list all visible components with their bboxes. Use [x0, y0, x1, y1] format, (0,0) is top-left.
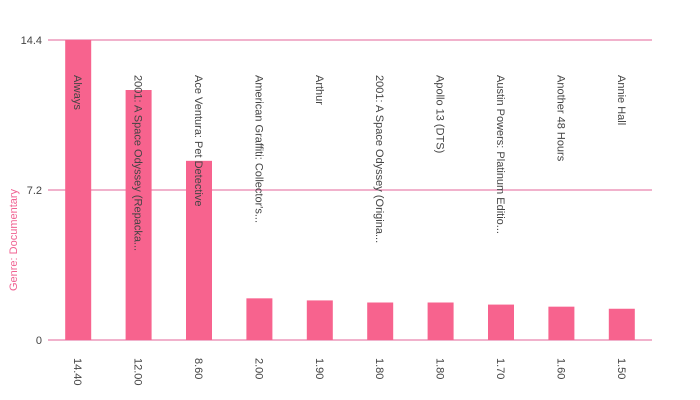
- value-label: 8.60: [192, 358, 204, 379]
- label-layer: 0 7.2 14.4 Always 14.40 2001: A Space Odyssey…: [21, 35, 627, 386]
- bar[interactable]: [488, 304, 514, 340]
- bar[interactable]: [427, 302, 454, 341]
- value-label: 1.90: [313, 358, 325, 379]
- value-label: 1.70: [494, 358, 506, 379]
- category-label: Apollo 13 (DTS): [434, 75, 446, 153]
- value-label: 14.40: [71, 358, 83, 386]
- bar-layer: [65, 40, 635, 340]
- bar[interactable]: [246, 298, 273, 340]
- bar[interactable]: [548, 306, 575, 340]
- bar[interactable]: [125, 90, 152, 340]
- bar[interactable]: [65, 40, 92, 340]
- value-label: 12.00: [132, 358, 144, 386]
- category-label: Always: [71, 75, 83, 110]
- category-label: American Graffiti: Collector's...: [252, 75, 264, 223]
- y-axis-label: Genre: Documentary: [8, 188, 20, 291]
- category-label: Arthur: [313, 75, 325, 105]
- bar[interactable]: [367, 302, 394, 341]
- category-label: 2001: A Space Odyssey (Origina...: [373, 75, 385, 243]
- value-label: 1.80: [373, 358, 385, 379]
- category-label: Another 48 Hours: [554, 75, 566, 162]
- category-label: 2001: A Space Odyssey (Repacka...: [132, 75, 144, 251]
- value-label: 1.80: [434, 358, 446, 379]
- y-tick-label: 0: [36, 335, 42, 347]
- bar[interactable]: [186, 160, 212, 340]
- category-label: Austin Powers: Platinum Editio...: [494, 75, 506, 234]
- bar[interactable]: [608, 308, 635, 340]
- bar[interactable]: [306, 300, 333, 340]
- value-label: 1.50: [615, 358, 627, 379]
- y-tick-label: 14.4: [21, 35, 42, 47]
- y-tick-label: 7.2: [27, 185, 42, 197]
- value-label: 1.60: [554, 358, 566, 379]
- category-label: Annie Hall: [615, 75, 627, 125]
- value-label: 2.00: [252, 358, 264, 379]
- category-label: Ace Ventura: Pet Detective: [192, 75, 204, 206]
